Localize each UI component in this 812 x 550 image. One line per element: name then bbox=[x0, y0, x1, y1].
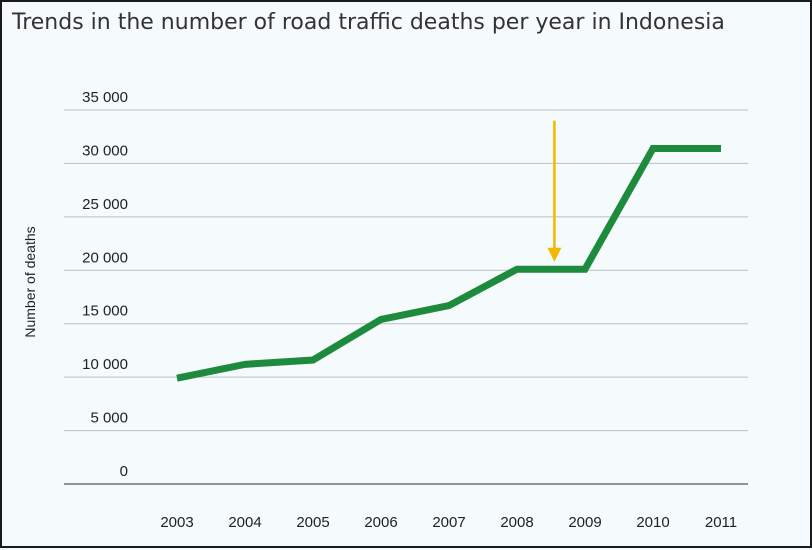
x-tick-label: 2009 bbox=[568, 514, 601, 531]
x-tick-label: 2006 bbox=[364, 514, 397, 531]
y-axis-title: Number of deaths bbox=[22, 226, 38, 337]
x-tick-label: 2005 bbox=[296, 514, 329, 531]
x-tick-label: 2004 bbox=[228, 514, 261, 531]
y-tick-label: 25 000 bbox=[82, 196, 128, 213]
x-tick-label: 2003 bbox=[160, 514, 193, 531]
y-tick-label: 15 000 bbox=[82, 303, 128, 320]
y-tick-label: 30 000 bbox=[82, 142, 128, 159]
x-tick-label: 2011 bbox=[705, 514, 737, 531]
y-tick-label: 5 000 bbox=[90, 410, 128, 427]
annotation-arrow-head bbox=[547, 248, 561, 262]
y-tick-label: 10 000 bbox=[82, 356, 128, 373]
series-line bbox=[177, 148, 721, 378]
x-tick-label: 2008 bbox=[500, 514, 533, 531]
x-tick-label: 2007 bbox=[432, 514, 465, 531]
x-tick-label: 2010 bbox=[636, 514, 669, 531]
y-tick-label: 0 bbox=[120, 463, 128, 480]
y-tick-label: 20 000 bbox=[82, 249, 128, 266]
y-tick-label: 35 000 bbox=[82, 89, 128, 106]
